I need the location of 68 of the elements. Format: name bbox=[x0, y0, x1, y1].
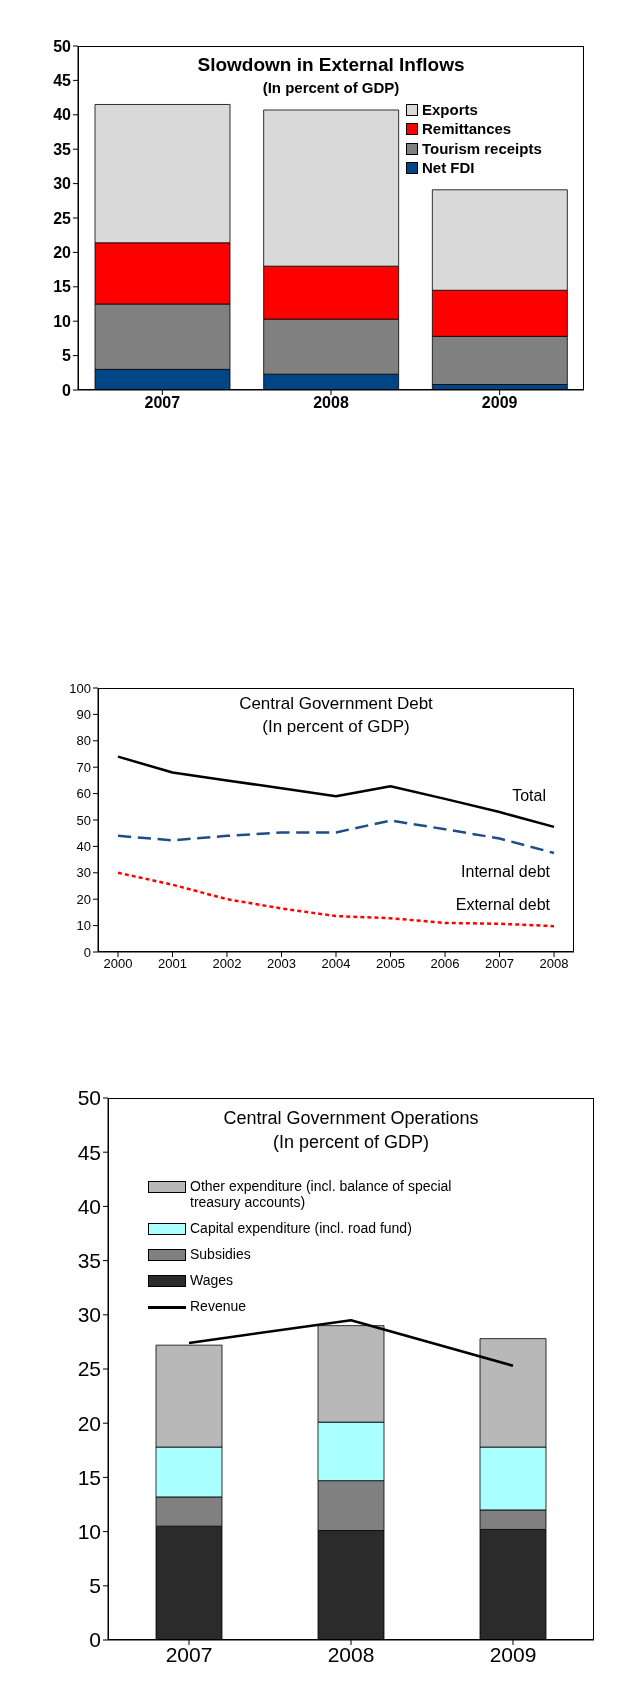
y-tick-label: 0 bbox=[62, 381, 72, 399]
y-tick-label: 10 bbox=[53, 312, 72, 330]
y-tick-label: 5 bbox=[89, 1574, 101, 1598]
legend-label: Net FDI bbox=[422, 158, 475, 176]
legend-label: Exports bbox=[422, 101, 478, 119]
x-tick-label: 2001 bbox=[158, 956, 187, 972]
x-tick-label: 2008 bbox=[313, 394, 349, 412]
y-tick-label: 40 bbox=[53, 106, 72, 124]
line-series bbox=[116, 819, 556, 855]
y-tick-label: 45 bbox=[77, 1140, 101, 1164]
y-tick-label: 70 bbox=[76, 759, 91, 775]
x-tick-label: 2008 bbox=[327, 1642, 375, 1666]
y-tick-label: 20 bbox=[77, 1411, 101, 1435]
y-tick-label: 30 bbox=[76, 865, 91, 881]
y-tick-label: 20 bbox=[76, 891, 91, 907]
y-tick-label: 0 bbox=[89, 1628, 101, 1652]
y-tick-label: 35 bbox=[53, 140, 72, 158]
line-series bbox=[116, 755, 556, 829]
y-tick-label: 40 bbox=[76, 839, 91, 855]
legend-label: Other expenditure (incl. balance of special treasury accounts) bbox=[190, 1178, 453, 1211]
x-tick-label: 2007 bbox=[144, 394, 181, 412]
legend-label: Capital expenditure (incl. road fund) bbox=[190, 1220, 412, 1237]
text: (In percent of GDP) bbox=[271, 1132, 431, 1153]
x-tick-label: 2005 bbox=[376, 956, 405, 972]
y-tick-label: 60 bbox=[76, 786, 91, 802]
x-tick-label: 2008 bbox=[539, 956, 569, 972]
y-tick-label: 35 bbox=[77, 1249, 101, 1273]
y-tick-label: 10 bbox=[77, 1520, 101, 1544]
x-tick-label: 2002 bbox=[212, 956, 242, 972]
x-tick-label: 2007 bbox=[165, 1642, 213, 1666]
y-tick-label: 30 bbox=[53, 175, 72, 193]
legend-label: Subsidies bbox=[190, 1246, 251, 1263]
x-tick-label: 2009 bbox=[481, 394, 518, 412]
x-tick-label: 2009 bbox=[489, 1642, 537, 1666]
text: (In percent of GDP) bbox=[261, 79, 401, 96]
x-tick-label: 2003 bbox=[267, 956, 296, 972]
y-tick-label: 50 bbox=[76, 812, 91, 828]
chart-title: Slowdown in External Inflows bbox=[196, 54, 466, 76]
legend-label: Remittances bbox=[422, 120, 512, 138]
x-tick-label: 2000 bbox=[103, 956, 133, 972]
y-tick-label: 50 bbox=[53, 37, 72, 55]
y-tick-label: 15 bbox=[77, 1465, 101, 1489]
y-tick-label: 20 bbox=[53, 244, 72, 262]
legend-label: Wages bbox=[190, 1272, 234, 1289]
y-tick-label: 5 bbox=[62, 347, 72, 365]
legend-label: Tourism receipts bbox=[422, 139, 542, 157]
y-tick-label: 0 bbox=[83, 944, 91, 960]
y-tick-label: 45 bbox=[53, 72, 72, 90]
y-tick-label: 25 bbox=[77, 1357, 101, 1381]
y-tick-label: 90 bbox=[76, 707, 91, 723]
legend-label: Revenue bbox=[190, 1298, 247, 1315]
series-label: External debt bbox=[455, 896, 551, 914]
y-tick-label: 25 bbox=[53, 209, 72, 227]
y-tick-label: 40 bbox=[77, 1194, 101, 1218]
y-tick-label: 15 bbox=[53, 278, 72, 296]
y-tick-label: 30 bbox=[77, 1303, 101, 1327]
series-label: Internal debt bbox=[461, 863, 551, 880]
x-tick-label: 2004 bbox=[321, 956, 351, 972]
text: Central Government Operations bbox=[222, 1108, 480, 1129]
series-label: Total bbox=[512, 786, 546, 804]
y-tick-label: 10 bbox=[76, 918, 91, 934]
y-tick-label: 50 bbox=[77, 1086, 101, 1110]
y-tick-label: 100 bbox=[69, 680, 91, 696]
y-tick-label: 80 bbox=[76, 733, 91, 749]
chart-title: Central Government Debt bbox=[238, 694, 434, 714]
x-tick-label: 2007 bbox=[485, 956, 514, 972]
x-tick-label: 2006 bbox=[430, 956, 460, 972]
text: (In percent of GDP) bbox=[261, 717, 411, 737]
